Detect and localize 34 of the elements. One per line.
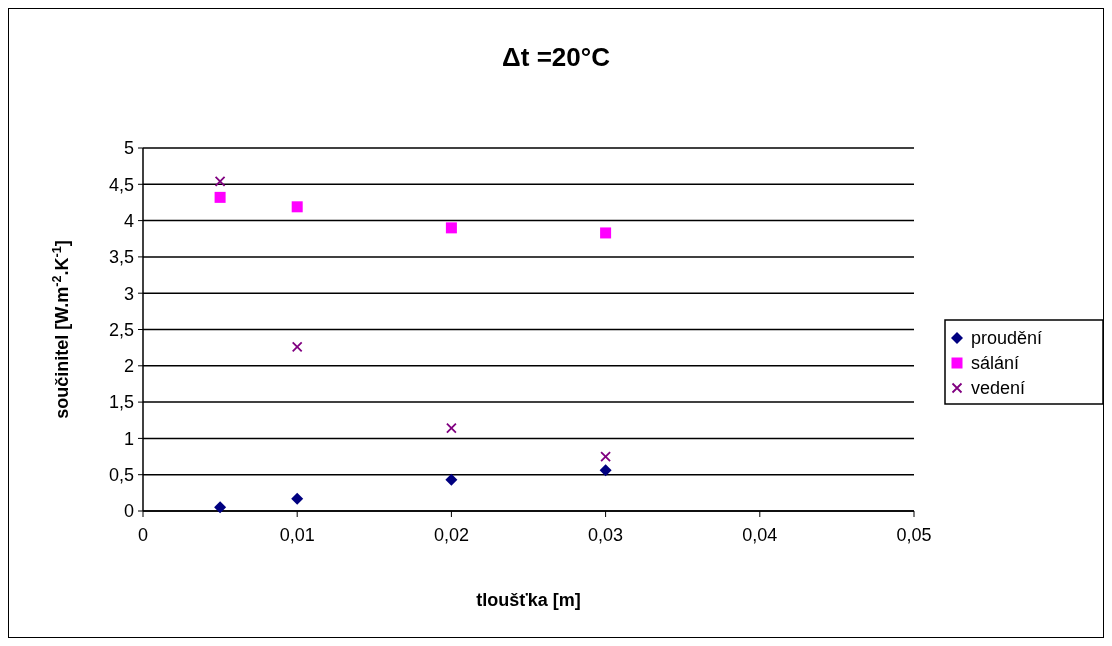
y-tick-label: 1 bbox=[123, 428, 134, 449]
x-tick-label: 0 bbox=[137, 525, 149, 545]
point bbox=[214, 176, 226, 187]
y-tick-label: 1,5 bbox=[108, 392, 134, 413]
point bbox=[600, 451, 611, 462]
x-tick-label: 0,04 bbox=[742, 525, 778, 545]
x-tick-label: 0,03 bbox=[588, 525, 624, 545]
point bbox=[599, 464, 612, 477]
point bbox=[214, 501, 227, 514]
point bbox=[445, 473, 458, 486]
y-tick-label: 2,5 bbox=[108, 319, 134, 340]
point bbox=[291, 201, 303, 213]
legend-label: sálání bbox=[971, 353, 1020, 374]
point bbox=[291, 341, 303, 353]
point bbox=[214, 191, 226, 203]
x-axis-title: tloušťka [m] bbox=[476, 590, 581, 610]
x-tick-label: 0,01 bbox=[279, 525, 315, 545]
y-tick-label: 5 bbox=[123, 138, 134, 159]
y-tick-label: 3 bbox=[123, 283, 134, 304]
y-tick-label: 2 bbox=[123, 356, 134, 377]
y-tick-label: 3,5 bbox=[108, 247, 134, 268]
point bbox=[291, 492, 304, 505]
y-tick-label: 0 bbox=[123, 501, 134, 522]
y-tick-label: 4,5 bbox=[108, 174, 134, 195]
point bbox=[600, 227, 612, 239]
legend-label: vedení bbox=[971, 378, 1026, 399]
y-tick-label: 0,5 bbox=[108, 465, 134, 485]
point bbox=[445, 222, 457, 234]
point bbox=[446, 422, 457, 434]
x-tick-label: 0,05 bbox=[896, 525, 932, 545]
y-tick-label: 4 bbox=[123, 210, 134, 231]
x-tick-label: 0,02 bbox=[433, 525, 469, 545]
chart-title: Δt =20°C bbox=[502, 42, 611, 72]
legend-label: proudění bbox=[971, 328, 1043, 349]
